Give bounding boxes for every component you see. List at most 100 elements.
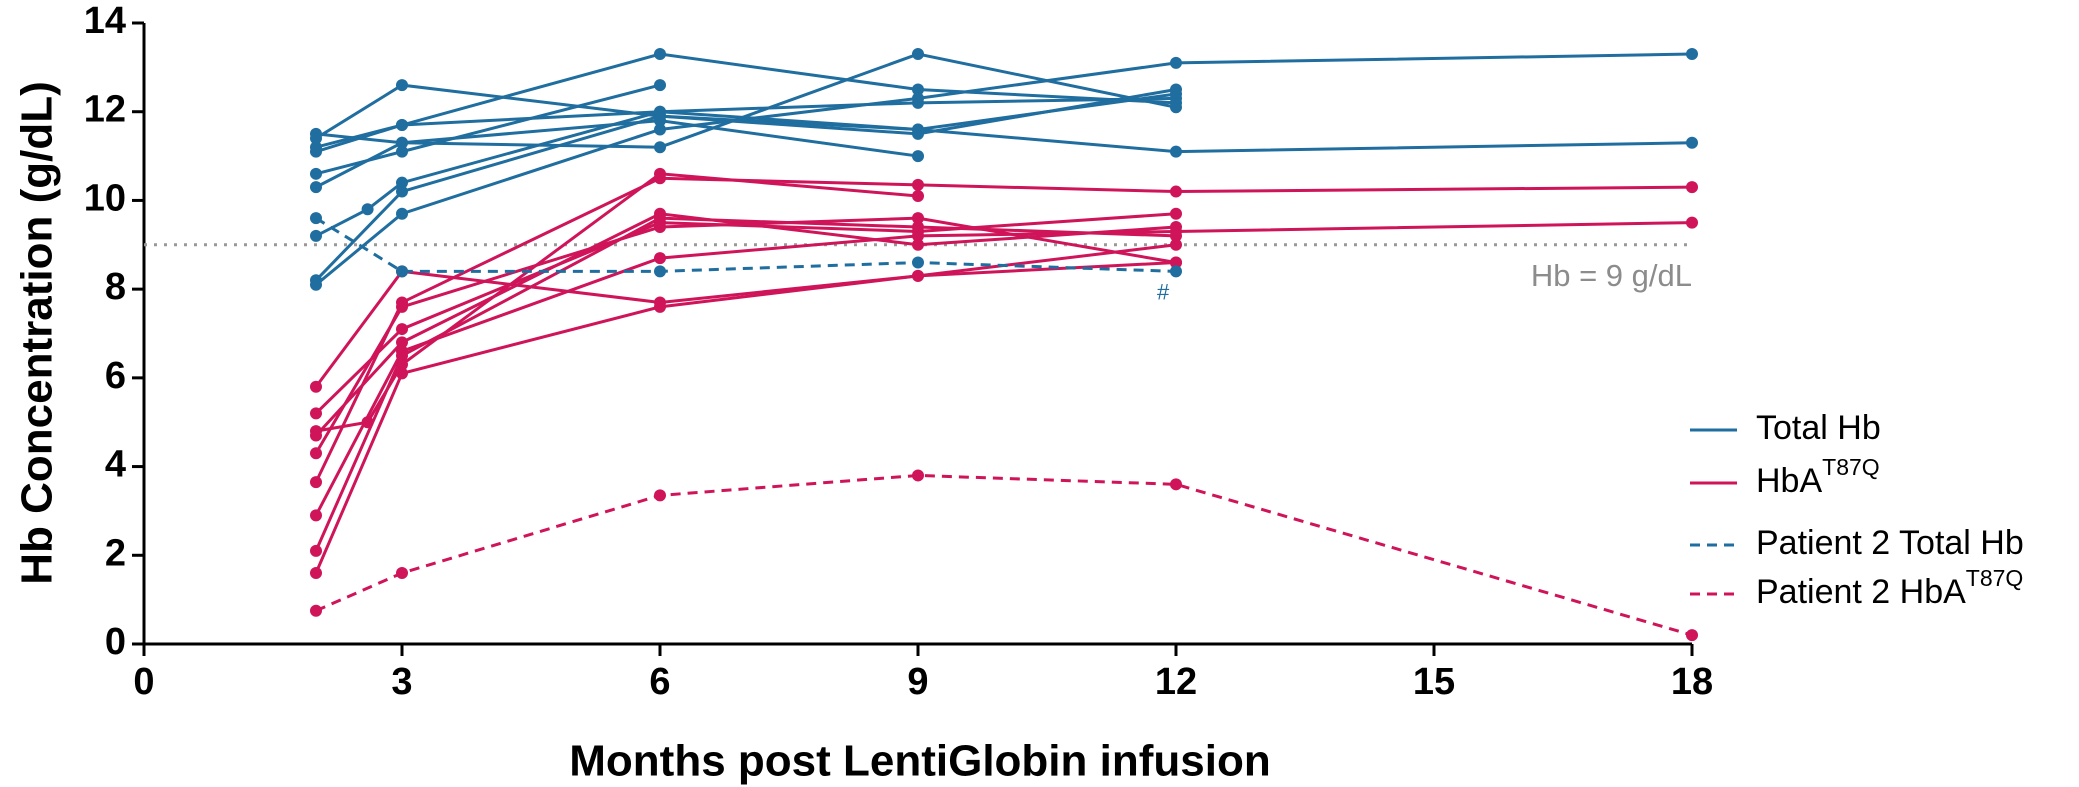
data-point bbox=[912, 229, 924, 242]
x-tick-label: 18 bbox=[1671, 661, 1713, 703]
data-point bbox=[912, 269, 924, 282]
data-point bbox=[912, 256, 924, 269]
data-point bbox=[310, 127, 322, 140]
data-point bbox=[396, 265, 408, 278]
data-point bbox=[1170, 56, 1182, 69]
series-line bbox=[315, 52, 1693, 286]
x-tick-label: 9 bbox=[907, 661, 928, 703]
legend-superscript: T87Q bbox=[1822, 454, 1880, 480]
series-line bbox=[314, 212, 1177, 437]
data-point bbox=[310, 212, 322, 225]
data-point bbox=[1686, 181, 1698, 194]
data-point bbox=[310, 145, 322, 158]
data-point bbox=[1170, 478, 1182, 491]
y-tick-label: 0 bbox=[105, 621, 126, 663]
series-line bbox=[314, 221, 1693, 517]
data-point bbox=[654, 172, 666, 185]
data-point bbox=[1170, 256, 1182, 269]
data-point bbox=[912, 238, 924, 251]
data-point bbox=[396, 145, 408, 158]
data-point bbox=[912, 189, 924, 202]
series-line bbox=[315, 119, 919, 189]
data-point bbox=[1170, 145, 1182, 158]
data-point bbox=[310, 476, 322, 489]
data-point bbox=[654, 141, 666, 154]
data-point bbox=[310, 229, 322, 242]
data-point bbox=[912, 92, 924, 105]
y-tick-label: 10 bbox=[84, 177, 126, 219]
data-point bbox=[1686, 629, 1698, 642]
y-tick-label: 8 bbox=[105, 266, 126, 308]
x-tick-label: 12 bbox=[1155, 661, 1197, 703]
data-point bbox=[1686, 48, 1698, 61]
series-line bbox=[315, 110, 1693, 154]
x-tick-label: 6 bbox=[649, 661, 670, 703]
series-line bbox=[314, 176, 1693, 483]
data-point bbox=[310, 604, 322, 617]
data-point bbox=[396, 567, 408, 580]
data-point bbox=[1170, 101, 1182, 114]
data-point bbox=[912, 48, 924, 61]
data-point bbox=[912, 123, 924, 136]
data-point bbox=[310, 544, 322, 557]
y-axis-title: Hb Concentration (g/dL) bbox=[13, 81, 62, 585]
series-line bbox=[315, 96, 1177, 238]
legend-label: Total Hb bbox=[1756, 409, 1881, 447]
data-point bbox=[654, 105, 666, 118]
data-point bbox=[310, 447, 322, 460]
data-point bbox=[361, 203, 374, 216]
data-point bbox=[396, 79, 408, 92]
data-point bbox=[310, 278, 322, 291]
data-point bbox=[396, 207, 408, 220]
data-point bbox=[654, 221, 666, 234]
data-point bbox=[1170, 238, 1182, 251]
x-tick-label: 15 bbox=[1413, 661, 1455, 703]
data-point bbox=[912, 469, 924, 482]
data-point bbox=[310, 167, 322, 180]
y-tick-label: 2 bbox=[105, 532, 126, 574]
legend-label: HbAT87Q bbox=[1756, 454, 1880, 500]
data-point bbox=[654, 252, 666, 265]
legend-name: Patient 2 Total Hb bbox=[1756, 524, 2024, 562]
data-point bbox=[912, 150, 924, 163]
y-tick-label: 14 bbox=[84, 0, 126, 42]
data-point bbox=[396, 136, 408, 149]
data-point bbox=[912, 178, 924, 191]
data-point bbox=[396, 349, 408, 362]
legend-superscript: T87Q bbox=[1966, 565, 2024, 591]
legend-name: Total Hb bbox=[1756, 409, 1881, 447]
data-point bbox=[396, 336, 408, 349]
data-point bbox=[654, 48, 666, 61]
data-point bbox=[654, 79, 666, 92]
data-point bbox=[310, 567, 322, 580]
data-point bbox=[654, 212, 666, 225]
data-point bbox=[1170, 185, 1182, 198]
data-point bbox=[654, 265, 666, 278]
x-tick-label: 0 bbox=[133, 661, 154, 703]
legend-label: Patient 2 HbAT87Q bbox=[1756, 565, 2023, 611]
data-point bbox=[310, 429, 322, 442]
annotation: # bbox=[1157, 279, 1170, 304]
data-point bbox=[1170, 83, 1182, 96]
data-point bbox=[1170, 207, 1182, 220]
data-point bbox=[396, 176, 408, 189]
data-point bbox=[654, 300, 666, 313]
data-point bbox=[396, 119, 408, 132]
y-tick-label: 12 bbox=[84, 89, 126, 131]
y-tick-label: 6 bbox=[105, 355, 126, 397]
data-point bbox=[310, 181, 322, 194]
x-axis-title: Months post LentiGlobin infusion bbox=[569, 737, 1270, 786]
y-tick-label: 4 bbox=[105, 444, 126, 486]
data-point bbox=[396, 185, 408, 198]
data-point bbox=[1170, 265, 1182, 278]
data-point bbox=[310, 509, 322, 522]
data-point bbox=[1686, 136, 1698, 149]
data-point bbox=[310, 407, 322, 420]
data-point bbox=[912, 212, 924, 225]
data-point bbox=[310, 380, 322, 393]
data-point bbox=[396, 296, 408, 309]
x-tick-label: 3 bbox=[391, 661, 412, 703]
data-point bbox=[396, 323, 408, 336]
legend-name: Patient 2 HbA bbox=[1756, 573, 1966, 611]
